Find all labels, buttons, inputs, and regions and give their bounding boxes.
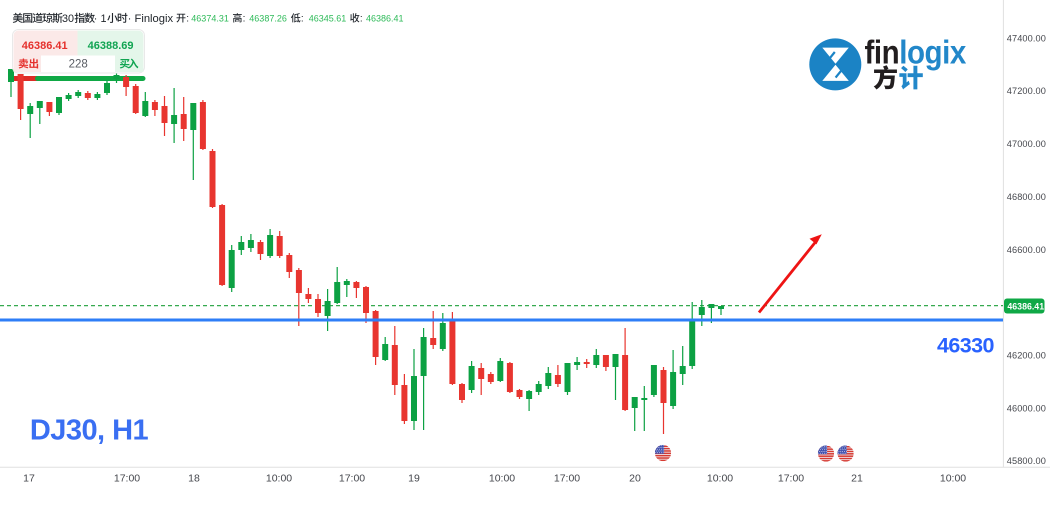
svg-text:46388.69: 46388.69 [88, 40, 134, 52]
svg-text:17:00: 17:00 [554, 473, 580, 485]
svg-text:·: · [128, 13, 132, 25]
svg-text:46600.00: 46600.00 [1007, 245, 1046, 255]
svg-text:·: · [94, 13, 98, 25]
svg-text:46200.00: 46200.00 [1007, 350, 1046, 360]
svg-text:45800.00: 45800.00 [1007, 456, 1046, 466]
svg-text:46387.26: 46387.26 [249, 14, 287, 24]
svg-text:47000.00: 47000.00 [1007, 139, 1046, 149]
svg-text:47400.00: 47400.00 [1007, 33, 1046, 43]
svg-text:46330: 46330 [937, 333, 995, 357]
svg-text:10:00: 10:00 [266, 473, 292, 485]
svg-text:finlogix: finlogix [865, 34, 967, 71]
svg-text:18: 18 [188, 473, 200, 485]
svg-text:19: 19 [408, 473, 420, 485]
svg-text:17:00: 17:00 [339, 473, 365, 485]
svg-text:17:00: 17:00 [778, 473, 804, 485]
svg-text:DJ30, H1: DJ30, H1 [30, 415, 149, 447]
svg-text:46374.31: 46374.31 [191, 14, 229, 24]
svg-text:21: 21 [851, 473, 863, 485]
svg-text:46800.00: 46800.00 [1007, 192, 1046, 202]
svg-text:10:00: 10:00 [940, 473, 966, 485]
svg-text:30: 30 [62, 13, 74, 25]
svg-text:46386.41: 46386.41 [22, 40, 68, 52]
svg-text:46345.61: 46345.61 [309, 14, 347, 24]
svg-text:46386.41: 46386.41 [1007, 301, 1044, 311]
svg-text:228: 228 [69, 58, 88, 70]
svg-text::: : [360, 14, 363, 25]
svg-text:1: 1 [101, 13, 107, 25]
svg-text:47200.00: 47200.00 [1007, 86, 1046, 96]
svg-text::: : [186, 14, 189, 25]
svg-text:17: 17 [23, 473, 35, 485]
svg-text:10:00: 10:00 [489, 473, 515, 485]
svg-text:Finlogix: Finlogix [135, 13, 174, 25]
svg-text:46000.00: 46000.00 [1007, 403, 1046, 413]
svg-text:17:00: 17:00 [114, 473, 140, 485]
svg-text::: : [301, 14, 304, 25]
svg-text:10:00: 10:00 [707, 473, 733, 485]
svg-text::: : [243, 14, 246, 25]
svg-text:46386.41: 46386.41 [366, 14, 404, 24]
svg-text:20: 20 [629, 473, 641, 485]
